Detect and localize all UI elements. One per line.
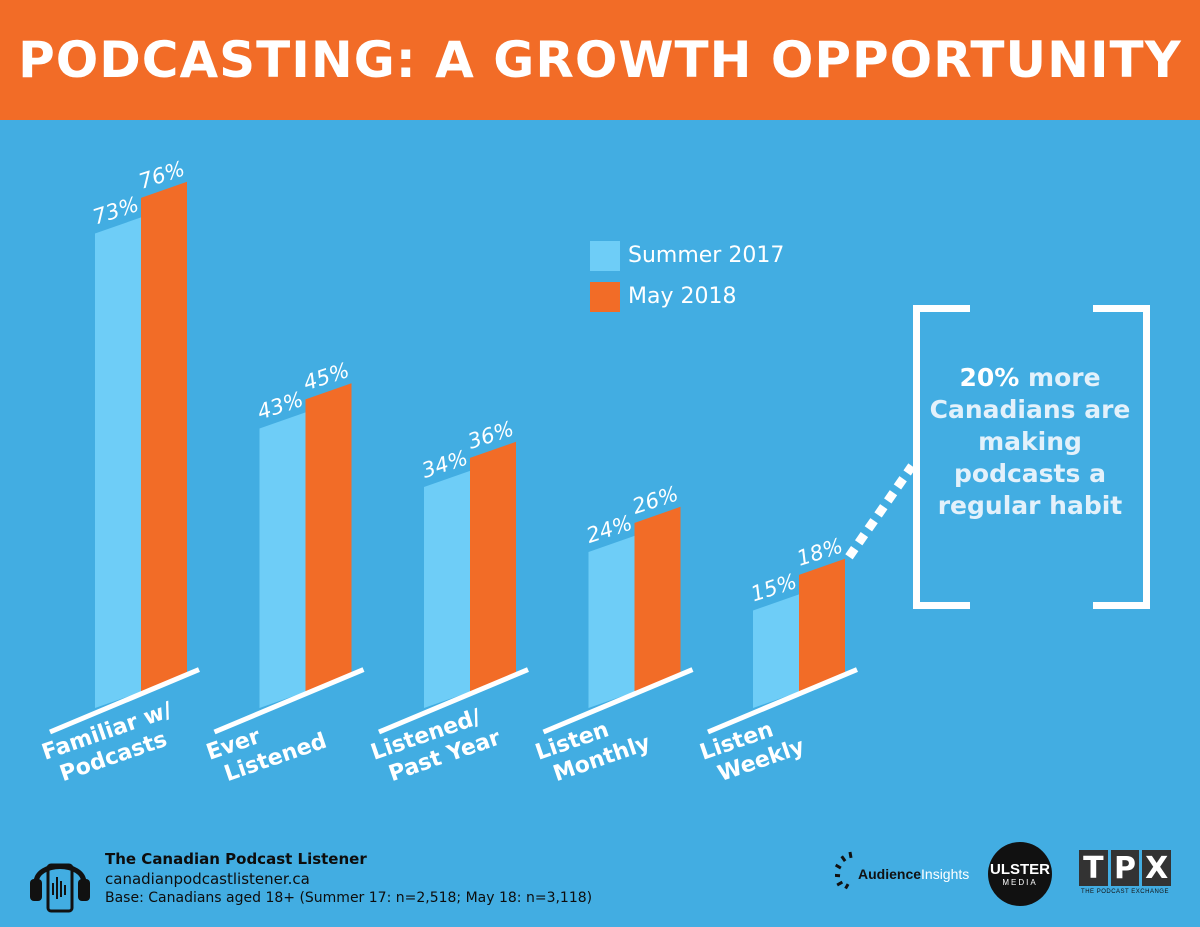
- page-title: PODCASTING: A GROWTH OPPORTUNITY: [18, 31, 1182, 89]
- bar-summer-listen-weekly: [753, 594, 799, 708]
- footer-url[interactable]: canadianpodcastlistener.ca: [105, 870, 310, 888]
- bar-summer-familiar-w-podcasts: [95, 217, 141, 708]
- legend-label-summer: Summer 2017: [628, 243, 785, 268]
- callout-message: more Canadians are making podcasts a reg…: [929, 363, 1131, 520]
- bar-chart: 73%76%Familiar w/Podcasts43%45%EverListe…: [39, 157, 916, 787]
- bar-may-ever-listened: [305, 383, 352, 692]
- audience-insights-word-a: Audience: [858, 866, 922, 882]
- ulster-media-logo: ULSTER MEDIA: [988, 842, 1052, 906]
- audience-insights-icon: [835, 851, 853, 890]
- legend-label-may: May 2018: [628, 284, 737, 309]
- tpx-logo: T P X THE PODCAST EXCHANGE: [1079, 850, 1172, 895]
- tpx-letter-t: T: [1079, 850, 1108, 886]
- callout-bracket-right: [1093, 305, 1150, 609]
- baseline-ever-listened: [213, 667, 365, 735]
- bar-summer-ever-listened: [259, 412, 306, 708]
- callout-bracket-left: [913, 305, 970, 609]
- bar-summer-listen-monthly: [588, 535, 635, 708]
- callout-percent: 20%: [959, 363, 1020, 392]
- baseline-familiar-w-podcasts: [49, 667, 200, 735]
- tpx-subtitle: THE PODCAST EXCHANGE: [1081, 889, 1169, 895]
- bar-may-listen-weekly: [799, 558, 845, 692]
- tpx-letter-p: P: [1110, 850, 1140, 886]
- bar-summer-listened-past-year: [424, 470, 470, 708]
- baseline-listen-weekly: [707, 667, 858, 735]
- tpx-letter-x: X: [1142, 850, 1172, 886]
- header-banner: PODCASTING: A GROWTH OPPORTUNITY: [0, 0, 1200, 120]
- bar-may-familiar-w-podcasts: [141, 181, 187, 692]
- footer-title: The Canadian Podcast Listener: [105, 850, 367, 868]
- footer-base-note: Base: Canadians aged 18+ (Summer 17: n=2…: [105, 890, 593, 906]
- headphones-phone-icon: [30, 863, 90, 913]
- audience-insights-logo: AudienceInsights: [858, 866, 969, 882]
- baseline-listened-past-year: [378, 667, 529, 735]
- ulster-logo-line1: ULSTER: [990, 861, 1050, 878]
- legend-swatch-summer: [590, 241, 620, 271]
- ulster-logo-line2: MEDIA: [1002, 878, 1038, 887]
- callout-text: 20% more Canadians are making podcasts a…: [920, 362, 1140, 522]
- audience-insights-word-b: Insights: [921, 866, 970, 882]
- baseline-listen-monthly: [542, 667, 694, 735]
- legend-swatch-may: [590, 282, 620, 312]
- bar-may-listen-monthly: [634, 506, 681, 692]
- bar-may-listened-past-year: [470, 441, 516, 692]
- callout-connector: [845, 463, 916, 560]
